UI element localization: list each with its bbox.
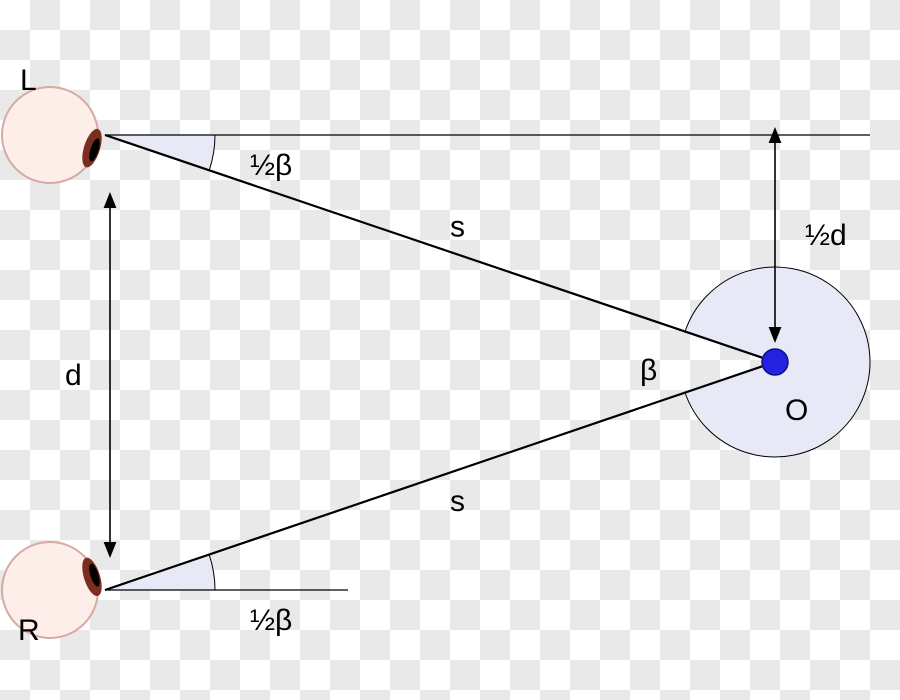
- label-s-bottom: s: [450, 485, 465, 518]
- eye-right: [2, 542, 98, 638]
- label-O: O: [785, 394, 808, 427]
- line-RO: [105, 362, 775, 590]
- label-R: R: [18, 614, 40, 647]
- label-half-beta-top: ½β: [250, 149, 292, 182]
- line-LO: [105, 135, 775, 362]
- diagram-svg: L R Od ½d ½β ½β β s s: [0, 0, 900, 700]
- label-beta: β: [640, 354, 657, 387]
- eye-left: [2, 87, 98, 183]
- label-half-beta-bottom: ½β: [250, 604, 292, 637]
- label-d: d: [65, 359, 82, 392]
- label-half-d: ½d: [805, 219, 847, 252]
- label-L: L: [20, 64, 37, 97]
- label-s-top: s: [450, 211, 465, 244]
- point-O: [762, 349, 788, 375]
